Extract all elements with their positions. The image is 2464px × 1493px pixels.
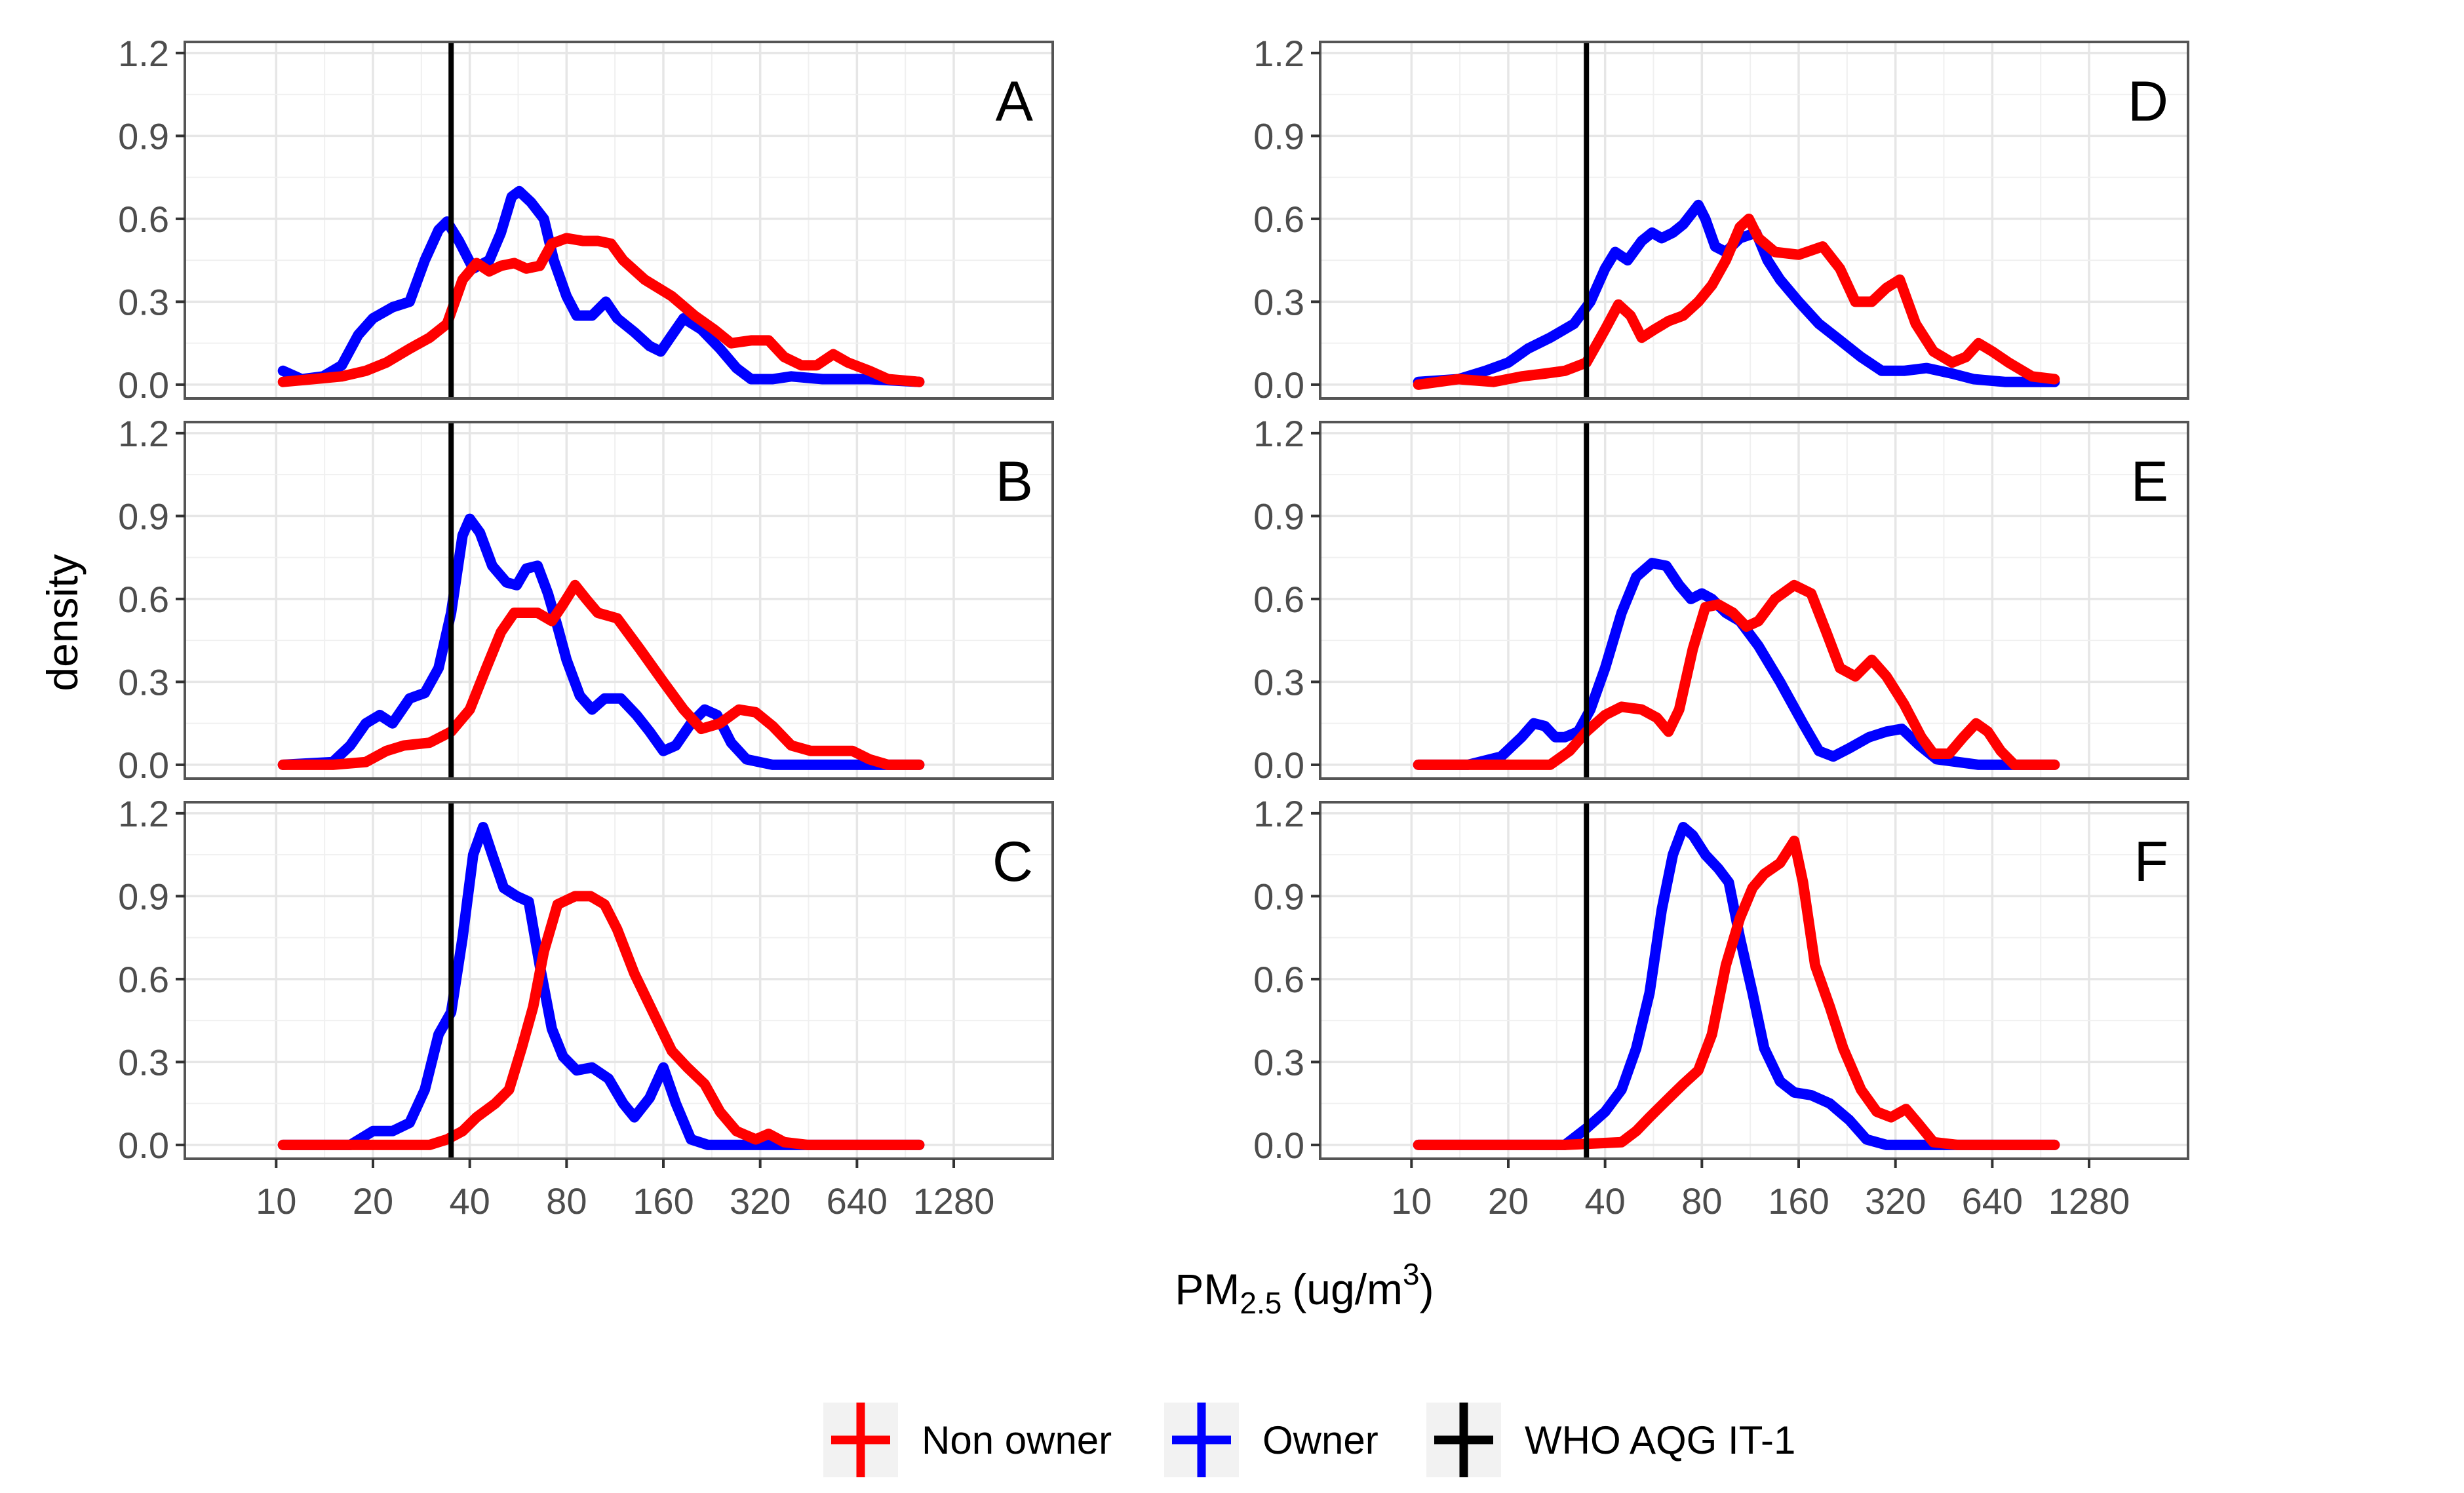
y-tick-label: 1.2: [1253, 413, 1304, 454]
y-tick-label: 0.0: [1253, 1125, 1304, 1166]
legend: Non owner Owner WHO AQG IT-1: [823, 1403, 1795, 1477]
x-tick-label: 320: [730, 1180, 791, 1222]
y-tick-label: 1.2: [118, 793, 169, 834]
panel-background: [185, 42, 1053, 398]
series-line-non-owner: [1413, 579, 2060, 770]
panel-border: [1319, 421, 2189, 780]
y-tick-label: 0.0: [1253, 364, 1304, 406]
panel-background: [185, 422, 1053, 779]
y-tick-label: 0.6: [118, 579, 169, 620]
panels-layer: A 0.0 0.3 0.6 0.9 1.2 B 0.0 0.3 0.6 0.9 1.2 C 0.0 0.3 0…: [118, 33, 2189, 1222]
y-axis-title: density: [38, 554, 87, 691]
x-tick-label: 160: [633, 1180, 694, 1222]
legend-label: Owner: [1262, 1418, 1379, 1462]
panel-A: A 0.0 0.3 0.6 0.9 1.2: [118, 33, 1054, 406]
x-tick-label: 320: [1865, 1180, 1926, 1222]
x-axis-title-sub: 2.5: [1240, 1286, 1281, 1320]
x-axis-title-main: PM: [1175, 1265, 1240, 1313]
x-tick-label: 10: [1391, 1180, 1432, 1222]
panel-border: [184, 41, 1054, 400]
series-line-owner: [277, 185, 925, 387]
legend-label: Non owner: [922, 1418, 1112, 1462]
series-line-non-owner: [277, 233, 925, 387]
y-tick-label: 0.9: [118, 115, 169, 157]
series-line-non-owner: [277, 891, 925, 1150]
panel-D: D 0.0 0.3 0.6 0.9 1.2: [1253, 33, 2189, 406]
panel-F: F 0.0 0.3 0.6 0.9 1.2 10 20 40 80 160 320 640 1280: [1253, 793, 2189, 1222]
y-tick-label: 0.6: [1253, 199, 1304, 240]
x-tick-label: 640: [1962, 1180, 2023, 1222]
x-tick-label: 20: [1488, 1180, 1529, 1222]
x-axis-title: PM2.5 (ug/m3): [1175, 1257, 1434, 1320]
x-tick-label: 1280: [913, 1180, 995, 1222]
y-tick-label: 0.9: [1253, 876, 1304, 917]
y-tick-label: 0.6: [1253, 579, 1304, 620]
series-line-non-owner: [277, 579, 925, 770]
x-axis-title-sup: 3: [1403, 1257, 1420, 1291]
y-tick-label: 0.3: [118, 661, 169, 703]
panel-label-B: B: [996, 450, 1033, 513]
x-tick-label: 1280: [2048, 1180, 2130, 1222]
y-tick-label: 0.6: [118, 959, 169, 1000]
x-tick-label: 20: [353, 1180, 393, 1222]
y-tick-label: 0.0: [1253, 745, 1304, 786]
panel-border: [1319, 801, 2189, 1160]
panel-label-D: D: [2128, 70, 2168, 133]
y-tick-label: 0.3: [118, 1041, 169, 1083]
y-tick-label: 0.9: [1253, 495, 1304, 537]
panel-label-F: F: [2134, 830, 2168, 893]
panel-label-C: C: [992, 830, 1033, 893]
panel-C: C 0.0 0.3 0.6 0.9 1.2 10 20 40 80 160 320 640 1280: [118, 793, 1054, 1222]
legend-label: WHO AQG IT-1: [1525, 1418, 1795, 1462]
y-tick-label: 0.6: [1253, 959, 1304, 1000]
x-tick-label: 80: [1681, 1180, 1722, 1222]
y-tick-label: 1.2: [1253, 793, 1304, 834]
y-tick-label: 0.9: [1253, 115, 1304, 157]
legend-item-non-owner: Non owner: [823, 1403, 1112, 1477]
panel-B: B 0.0 0.3 0.6 0.9 1.2: [118, 413, 1054, 786]
panel-border: [184, 801, 1054, 1160]
legend-item-who-aqg-it-1: WHO AQG IT-1: [1426, 1403, 1795, 1477]
x-tick-label: 40: [1585, 1180, 1626, 1222]
y-tick-label: 0.0: [118, 364, 169, 406]
x-tick-label: 160: [1768, 1180, 1829, 1222]
x-tick-label: 10: [256, 1180, 296, 1222]
series-line-non-owner: [1413, 836, 2060, 1150]
y-tick-label: 0.3: [1253, 661, 1304, 703]
y-tick-label: 0.0: [118, 1125, 169, 1166]
panel-label-E: E: [2131, 450, 2168, 513]
panel-E: E 0.0 0.3 0.6 0.9 1.2: [1253, 413, 2189, 786]
y-tick-label: 0.0: [118, 745, 169, 786]
y-tick-label: 0.3: [118, 281, 169, 322]
x-tick-label: 640: [827, 1180, 888, 1222]
y-tick-label: 0.9: [118, 495, 169, 537]
x-axis-title-close: ): [1420, 1265, 1434, 1313]
panel-border: [1319, 41, 2189, 400]
series-line-owner: [1413, 558, 2060, 770]
y-tick-label: 0.3: [1253, 281, 1304, 322]
y-tick-label: 0.6: [118, 199, 169, 240]
y-tick-label: 1.2: [1253, 33, 1304, 74]
series-line-owner: [1413, 822, 2060, 1150]
legend-item-owner: Owner: [1164, 1403, 1379, 1477]
series-line-owner: [277, 822, 925, 1150]
y-tick-label: 0.9: [118, 876, 169, 917]
y-tick-label: 1.2: [118, 413, 169, 454]
x-axis-title-units: (ug/m: [1292, 1265, 1403, 1313]
series-line-owner: [277, 513, 925, 770]
x-tick-label: 80: [546, 1180, 587, 1222]
x-tick-label: 40: [450, 1180, 490, 1222]
panel-border: [184, 421, 1054, 780]
series-line-owner: [1413, 199, 2060, 387]
panel-label-A: A: [996, 70, 1034, 133]
panel-background: [1320, 422, 2188, 779]
y-tick-label: 1.2: [118, 33, 169, 74]
y-tick-label: 0.3: [1253, 1041, 1304, 1083]
